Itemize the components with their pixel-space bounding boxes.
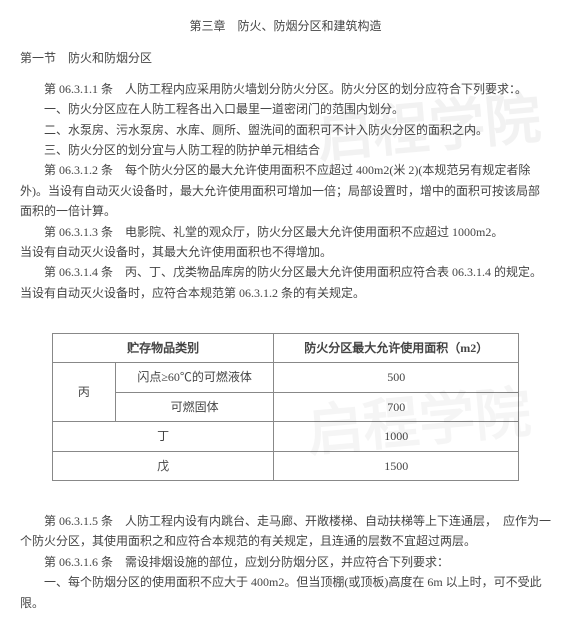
clause-06-3-1-1: 第 06.3.1.1 条 人防工程内应采用防火墙划分防火分区。防火分区的划分应符… xyxy=(20,79,551,99)
clause-06-3-1-1-item3: 三、防火分区的划分宜与人防工程的防护单元相结合 xyxy=(20,140,551,160)
table-cell-val: 1500 xyxy=(274,451,519,480)
clause-06-3-1-5: 第 06.3.1.5 条 人防工程内设有内跳台、走马廊、开敞楼梯、自动扶梯等上下… xyxy=(20,511,551,552)
clause-06-3-1-6-item1: 一、每个防烟分区的使用面积不应大于 400m2。但当顶棚(或顶板)高度在 6m … xyxy=(20,572,551,613)
table-cell-cat-sub: 可燃固体 xyxy=(115,392,274,421)
table-cell-cat-full: 丁 xyxy=(52,422,274,451)
clause-06-3-1-6: 第 06.3.1.6 条 需设排烟设施的部位，应划分防烟分区，并应符合下列要求： xyxy=(20,552,551,572)
table-header-area: 防火分区最大允许使用面积（m2） xyxy=(274,334,519,363)
table-cell-val: 500 xyxy=(274,363,519,392)
clause-06-3-1-2: 第 06.3.1.2 条 每个防火分区的最大允许使用面积不应超过 400m2(米… xyxy=(20,160,551,221)
table-cell-cat-full: 戊 xyxy=(52,451,274,480)
clause-06-3-1-1-item1: 一、防火分区应在人防工程各出入口最里一道密闭门的范围内划分。 xyxy=(20,99,551,119)
table-header-category: 贮存物品类别 xyxy=(52,334,274,363)
table-cell-cat-main: 丙 xyxy=(52,363,115,422)
clause-06-3-1-3: 第 06.3.1.3 条 电影院、礼堂的观众厅，防火分区最大允许使用面积不应超过… xyxy=(20,222,551,242)
table-cell-cat-sub: 闪点≥60℃的可燃液体 xyxy=(115,363,274,392)
table-cell-val: 700 xyxy=(274,392,519,421)
clause-06-3-1-1-item2: 二、水泵房、污水泵房、水库、厕所、盥洗间的面积可不计入防火分区的面积之内。 xyxy=(20,120,551,140)
section-title: 第一节 防火和防烟分区 xyxy=(20,48,551,68)
fire-zone-table: 贮存物品类别 防火分区最大允许使用面积（m2） 丙 闪点≥60℃的可燃液体 50… xyxy=(52,333,519,481)
chapter-title: 第三章 防火、防烟分区和建筑构造 xyxy=(20,16,551,36)
clause-06-3-1-3-note: 当设有自动灭火设备时，其最大允许使用面积也不得增加。 xyxy=(20,242,551,262)
clause-06-3-1-4: 第 06.3.1.4 条 丙、丁、戊类物品库房的防火分区最大允许使用面积应符合表… xyxy=(20,262,551,303)
table-cell-val: 1000 xyxy=(274,422,519,451)
